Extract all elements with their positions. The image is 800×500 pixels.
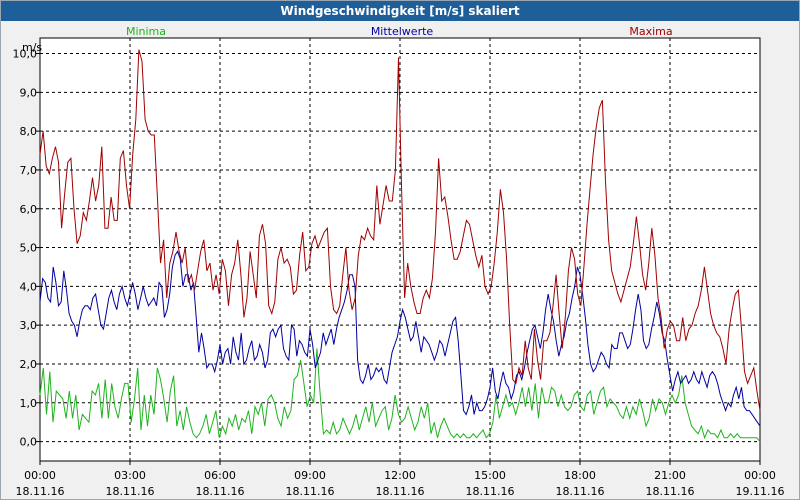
grid-lines [40,38,760,461]
y-tick-label: 2,0 [20,358,38,371]
y-axis-unit-label: m/s [22,41,42,54]
x-tick-time: 18:00 [564,469,596,482]
x-tick-time: 00:00 [744,469,776,482]
x-tick-time: 03:00 [114,469,146,482]
y-tick-label: 10,0 [13,48,38,61]
x-tick-time: 09:00 [294,469,326,482]
x-tick-date: 18.11.16 [556,485,605,498]
y-axis-ticks: 0,0 1,0 2,0 3,0 4,0 5,0 6,0 7,0 8,0 9,0 10,0 [13,48,40,449]
y-tick-label: 0,0 [20,436,38,449]
legend-maxima: Maxima [629,25,672,38]
x-tick-date: 18.11.16 [376,485,425,498]
x-tick-time: 21:00 [654,469,686,482]
x-tick-time: 12:00 [384,469,416,482]
y-tick-label: 5,0 [20,242,38,255]
series-line-mittelwerte [39,250,761,427]
y-tick-label: 3,0 [20,319,38,332]
x-tick-time: 15:00 [474,469,506,482]
y-tick-label: 4,0 [20,280,38,293]
y-tick-label: 1,0 [20,397,38,410]
y-tick-label: 6,0 [20,203,38,216]
y-tick-label: 9,0 [20,86,38,99]
x-tick-time: 00:00 [24,469,56,482]
x-tick-date: 18.11.16 [466,485,515,498]
y-tick-label: 8,0 [20,125,38,138]
series-lines [39,49,761,442]
x-tick-date: 18.11.16 [106,485,155,498]
x-tick-date: 18.11.16 [286,485,335,498]
x-axis-ticks: 00:00 18.11.16 03:00 18.11.16 06:00 18.11.16 0… [16,461,785,498]
x-tick-date: 19.11.16 [736,485,785,498]
x-tick-date: 18.11.16 [196,485,245,498]
series-line-minima [39,348,761,442]
legend-mittelwerte: Mittelwerte [371,25,434,38]
x-tick-time: 06:00 [204,469,236,482]
series-line-maxima [39,49,761,411]
y-tick-label: 7,0 [20,164,38,177]
x-tick-date: 18.11.16 [16,485,65,498]
x-tick-date: 18.11.16 [646,485,695,498]
chart-title: Windgeschwindigkeit [m/s] skaliert [1,1,799,21]
legend-minima: Minima [126,25,166,38]
